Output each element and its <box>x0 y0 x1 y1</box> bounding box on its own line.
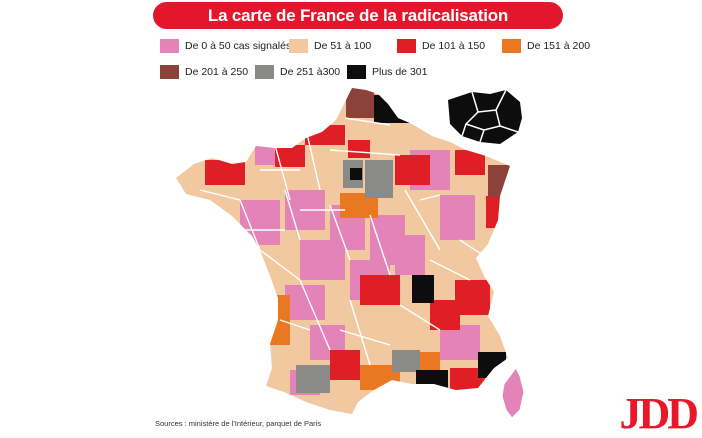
region <box>488 165 510 197</box>
region <box>418 352 440 374</box>
legend-swatch <box>255 65 274 79</box>
legend-item: De 251 à300 <box>255 64 340 80</box>
region <box>348 140 370 158</box>
legend-swatch <box>289 39 308 53</box>
legend-item: De 151 à 200 <box>502 38 590 54</box>
region <box>305 125 345 145</box>
legend-item: Plus de 301 <box>347 64 427 80</box>
region <box>296 365 330 393</box>
region <box>430 300 460 330</box>
region <box>240 200 280 245</box>
sources-note: Sources : ministère de l'Intérieur, parq… <box>155 419 322 428</box>
legend-label: De 101 à 150 <box>422 40 486 52</box>
region <box>395 155 430 185</box>
department-borders <box>199 117 491 366</box>
region <box>395 235 425 275</box>
region <box>440 195 475 240</box>
region <box>455 150 485 175</box>
legend-swatch <box>397 39 416 53</box>
legend-label: De 0 à 50 cas signalés <box>185 40 292 52</box>
region <box>416 370 448 392</box>
legend-item: De 0 à 50 cas signalés <box>160 38 291 54</box>
region <box>330 350 360 380</box>
region <box>455 280 490 315</box>
inset-borders <box>461 89 519 143</box>
region <box>478 352 506 378</box>
paris-inset <box>448 89 522 144</box>
legend-item: De 101 à 150 <box>397 38 485 54</box>
legend-label: De 251 à300 <box>280 66 341 78</box>
legend-label: De 51 à 100 <box>314 40 372 52</box>
region <box>346 88 374 118</box>
legend-label: De 151 à 200 <box>527 40 591 52</box>
region <box>205 160 245 185</box>
legend: De 0 à 50 cas signalés De 51 à 100 De 10… <box>0 0 702 90</box>
legend-swatch <box>160 39 179 53</box>
legend-swatch <box>160 65 179 79</box>
inset-region <box>448 90 522 144</box>
region <box>374 95 412 123</box>
region <box>275 145 305 167</box>
legend-item: De 51 à 100 <box>289 38 371 54</box>
legend-label: Plus de 301 <box>372 66 428 78</box>
legend-item: De 201 à 250 <box>160 64 248 80</box>
region <box>255 295 290 345</box>
jdd-logo: JDD <box>619 389 699 438</box>
region <box>255 125 277 165</box>
legend-swatch <box>347 65 366 79</box>
map-title: La carte de France de la radicalisation <box>207 5 509 25</box>
corsica <box>501 367 525 419</box>
region <box>392 350 420 372</box>
region <box>360 275 400 305</box>
region <box>486 196 502 228</box>
region <box>412 275 434 303</box>
legend-label: De 201 à 250 <box>185 66 249 78</box>
region <box>365 160 393 198</box>
region <box>440 325 480 360</box>
legend-swatch <box>502 39 521 53</box>
region <box>350 168 362 180</box>
region <box>300 240 345 280</box>
title-banner: La carte de France de la radicalisation <box>153 2 563 29</box>
